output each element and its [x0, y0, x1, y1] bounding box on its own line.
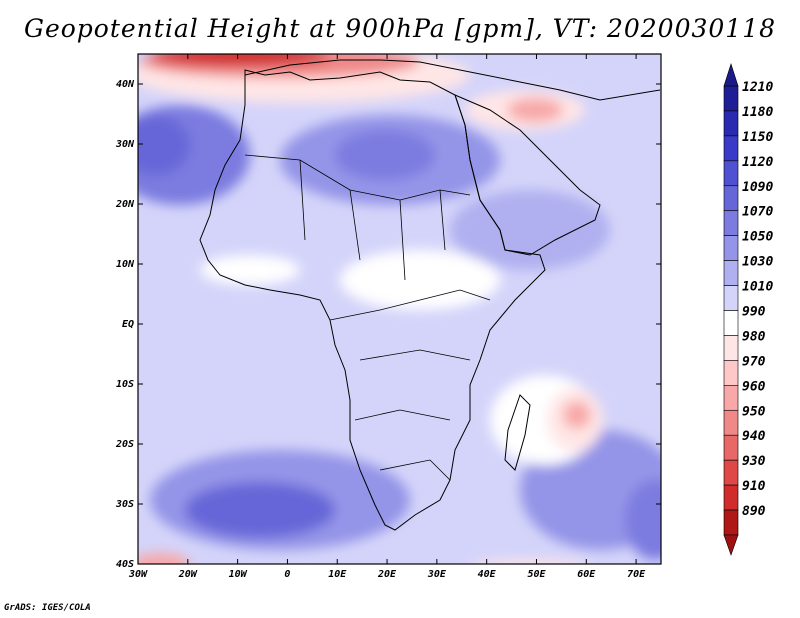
atlantic-high-core — [138, 115, 190, 175]
colorbar-label: 990 — [742, 305, 766, 320]
central-africa-low — [340, 250, 500, 310]
lat-label: 40N — [116, 79, 135, 90]
arabia-field — [450, 190, 610, 270]
lon-label: 40E — [478, 569, 497, 580]
country-borders-sahel — [299, 159, 446, 281]
longitude-axis: 30W 20W 10W 0 10E 20E 30E 40E 50E 60E 70E — [128, 54, 646, 580]
map-title: Geopotential Height at 900hPa [gpm], VT:… — [23, 14, 777, 43]
lat-label: 40S — [116, 559, 134, 570]
colorbar-swatch — [723, 135, 739, 162]
lat-label: 10N — [116, 259, 135, 270]
colorbar-swatch — [723, 360, 739, 386]
colorbar-top-arrow — [723, 63, 739, 87]
colorbar-swatch — [723, 434, 739, 461]
colorbar-label: 970 — [742, 354, 766, 369]
colorbar-swatch — [723, 210, 739, 236]
sahara-high-core — [335, 130, 435, 180]
colorbar-swatch — [723, 335, 739, 361]
arabian-peninsula-outline — [454, 94, 601, 256]
colorbar-swatch — [723, 310, 739, 336]
south-atlantic-high-core — [185, 482, 335, 538]
europe-coastline — [244, 59, 661, 101]
colorbar-label: 1070 — [742, 205, 773, 220]
southern-edge-low — [473, 560, 587, 564]
colorbar: 1210 1180 1150 1120 1090 1070 1050 1030 1010 990 9… — [723, 63, 773, 556]
map-frame — [137, 53, 662, 565]
west-africa-low — [200, 255, 300, 285]
madagascar-outline — [504, 394, 531, 471]
colorbar-label: 1210 — [742, 80, 773, 95]
colorbar-label: 1120 — [742, 155, 773, 170]
colorbar-label: 890 — [742, 504, 766, 519]
colorbar-swatch — [723, 185, 739, 212]
colorbar-swatch — [723, 509, 739, 536]
colorbar-label: 1030 — [742, 255, 773, 270]
colorbar-label: 980 — [742, 329, 766, 344]
colorbar-label: 930 — [742, 454, 766, 469]
colorbar-label: 910 — [742, 479, 766, 494]
colorbar-swatch — [723, 260, 739, 286]
colorbar-label: 1150 — [742, 130, 773, 145]
latitude-axis: 40N 30N 20N 10N EQ 10S 20S 30S 40S — [115, 79, 661, 570]
colorbar-swatch — [723, 110, 739, 137]
colorbar-label: 950 — [742, 404, 766, 419]
lon-label: 50E — [527, 569, 546, 580]
lat-label: 30N — [115, 139, 135, 150]
lon-label: 10E — [328, 569, 347, 580]
lon-label: 20E — [377, 569, 397, 580]
colorbar-swatch — [723, 160, 739, 187]
colorbar-swatch — [723, 85, 739, 112]
colorbar-swatch — [723, 459, 739, 486]
africa-coastline — [199, 69, 546, 531]
country-borders-north — [244, 154, 471, 201]
middle-east-low-core — [507, 98, 563, 122]
colorbar-swatch — [723, 235, 739, 261]
lon-label: 70E — [627, 569, 646, 580]
indian-ocean-high-core — [625, 480, 661, 560]
mediterranean-low-core — [150, 54, 330, 66]
lat-label: 20S — [115, 439, 134, 450]
colorbar-swatch — [723, 385, 739, 411]
colorbar-label: 940 — [742, 429, 766, 444]
colorbar-swatch — [723, 285, 739, 311]
grads-credit: GrADS: IGES/COLA — [4, 603, 91, 613]
lon-label: 30W — [128, 569, 148, 580]
lon-label: 20W — [178, 569, 198, 580]
lat-label: 30S — [115, 499, 134, 510]
lat-label: 20N — [115, 199, 135, 210]
colorbar-label: 1010 — [742, 280, 773, 295]
madagascar-low-core — [563, 401, 591, 429]
lat-label: 10S — [116, 379, 134, 390]
lat-label: EQ — [122, 319, 134, 330]
southwest-corner-low — [138, 553, 190, 564]
lon-label: 30E — [427, 569, 447, 580]
colorbar-swatch — [723, 484, 739, 511]
colorbar-label: 960 — [742, 379, 766, 394]
height-field — [138, 54, 661, 564]
lon-label: 0 — [284, 569, 290, 580]
colorbar-swatch — [723, 409, 739, 436]
colorbar-bottom-arrow — [723, 534, 739, 556]
colorbar-label: 1050 — [742, 230, 773, 245]
lon-label: 60E — [577, 569, 596, 580]
country-borders-south — [329, 289, 491, 481]
colorbar-label: 1180 — [742, 105, 773, 120]
colorbar-label: 1090 — [742, 180, 773, 195]
lon-label: 10W — [229, 569, 248, 580]
